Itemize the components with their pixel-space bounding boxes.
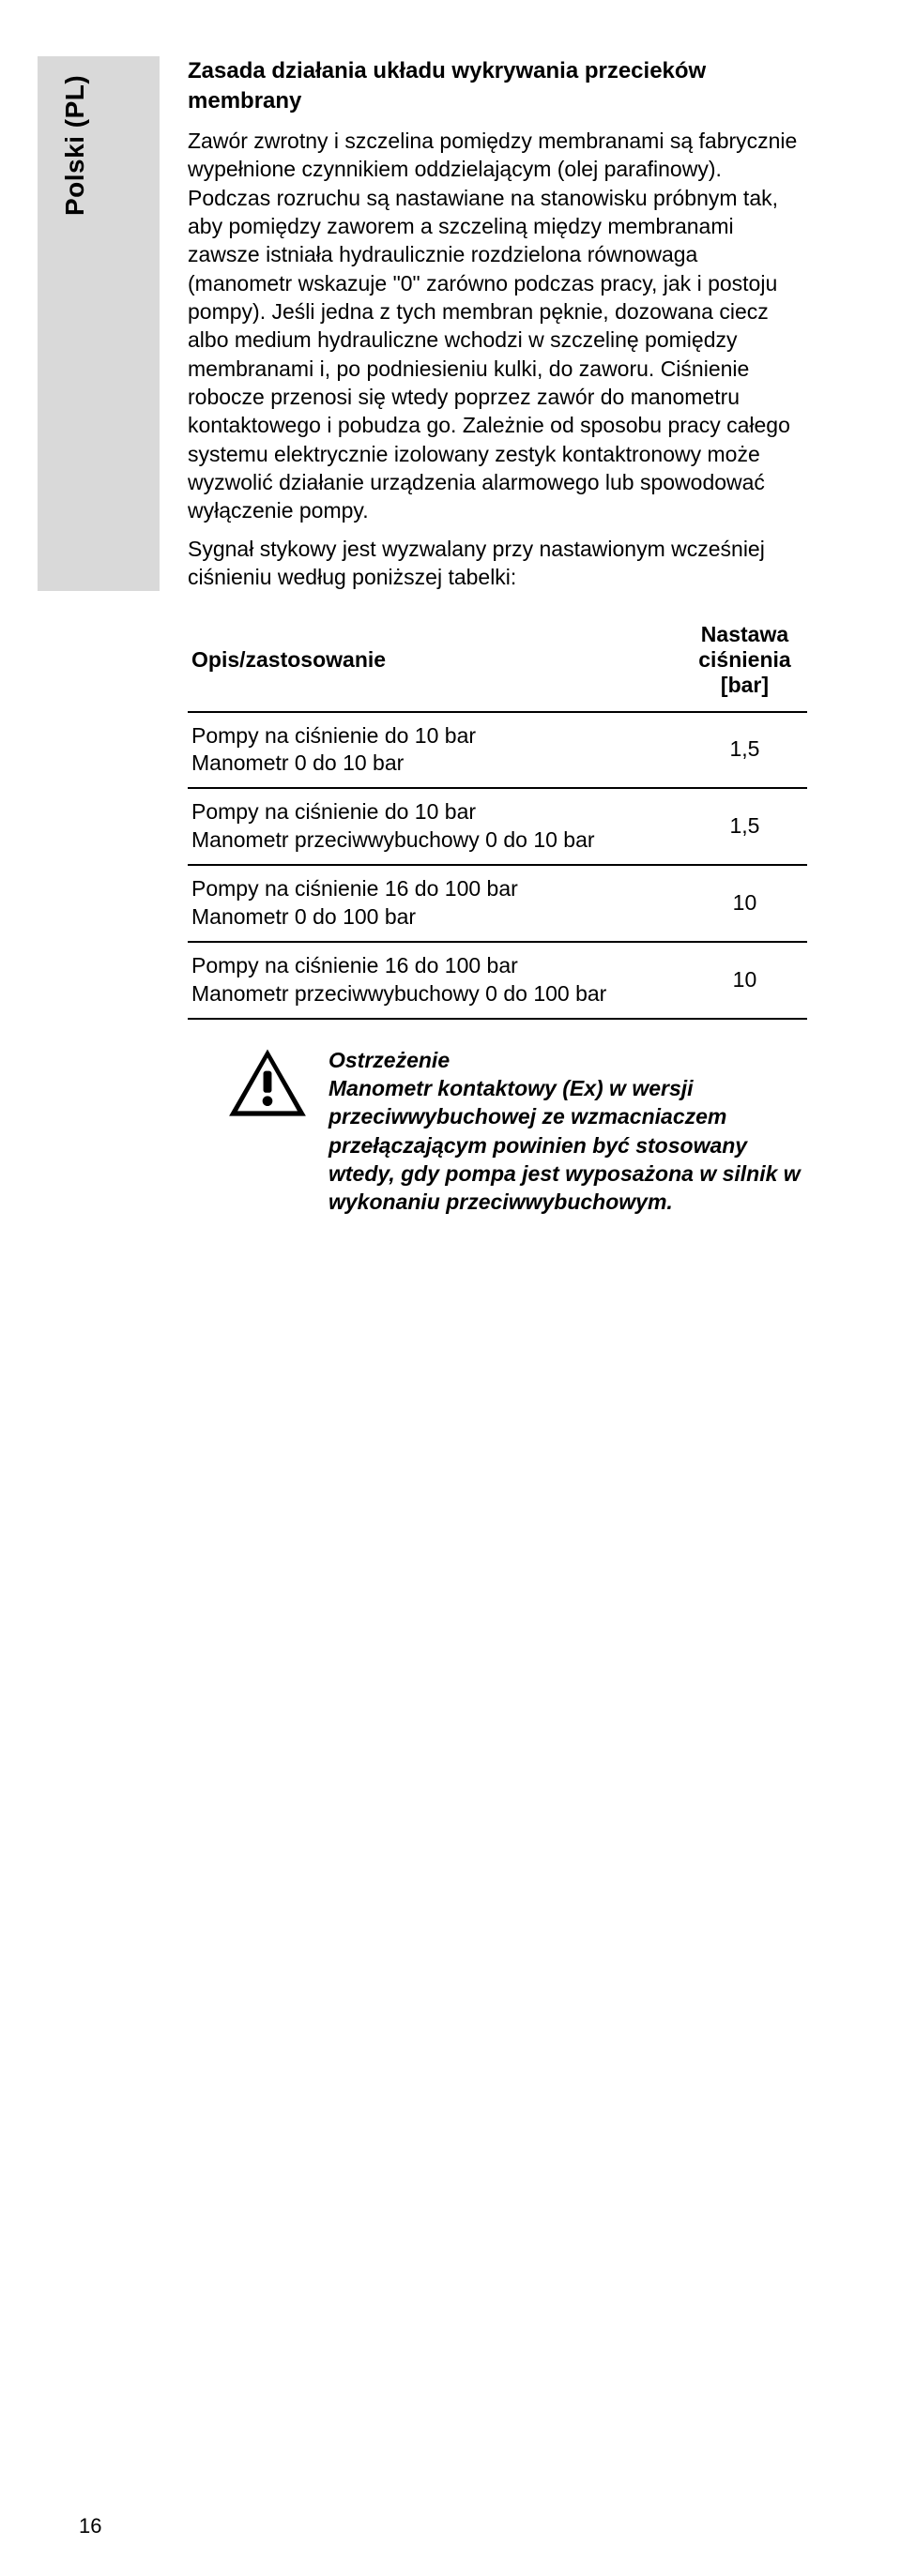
col-desc-header: Opis/zastosowanie [188,609,686,712]
table-body: Pompy na ciśnienie do 10 barManometr 0 d… [188,712,807,1019]
table-row: Pompy na ciśnienie 16 do 100 barManometr… [188,942,807,1019]
cell-value: 1,5 [686,712,807,789]
warning-icon [225,1046,310,1121]
cell-value: 10 [686,942,807,1019]
cell-value: 1,5 [686,788,807,865]
warning-text: Ostrzeżenie Manometr kontaktowy (Ex) w w… [328,1046,807,1217]
warning-block: Ostrzeżenie Manometr kontaktowy (Ex) w w… [225,1046,807,1217]
language-tab: Polski (PL) [38,56,160,591]
col-value-header: Nastawaciśnienia[bar] [686,609,807,712]
table-row: Pompy na ciśnienie do 10 barManometr prz… [188,788,807,865]
table-row: Pompy na ciśnienie do 10 barManometr 0 d… [188,712,807,789]
page-number: 16 [79,2514,101,2538]
section-title: Zasada działania układu wykrywania przec… [188,56,807,117]
table-row: Pompy na ciśnienie 16 do 100 barManometr… [188,865,807,942]
pressure-table: Opis/zastosowanie Nastawaciśnienia[bar] … [188,609,807,1020]
cell-desc: Pompy na ciśnienie do 10 barManometr 0 d… [188,712,686,789]
language-tab-label: Polski (PL) [38,75,90,591]
cell-desc: Pompy na ciśnienie 16 do 100 barManometr… [188,865,686,942]
cell-value: 10 [686,865,807,942]
col-value-header-text: Nastawaciśnienia[bar] [698,622,790,697]
warning-body: Manometr kontaktowy (Ex) w wersji przeci… [328,1076,801,1214]
warning-heading: Ostrzeżenie [328,1046,807,1074]
body-paragraph: Sygnał stykowy jest wyzwalany przy nasta… [188,535,807,592]
main-content: Zasada działania układu wykrywania przec… [188,56,807,1217]
cell-desc: Pompy na ciśnienie 16 do 100 barManometr… [188,942,686,1019]
table-header-row: Opis/zastosowanie Nastawaciśnienia[bar] [188,609,807,712]
cell-desc: Pompy na ciśnienie do 10 barManometr prz… [188,788,686,865]
body-paragraph: Zawór zwrotny i szczelina pomiędzy membr… [188,127,807,525]
page: Polski (PL) Zasada działania układu wykr… [0,0,901,2576]
